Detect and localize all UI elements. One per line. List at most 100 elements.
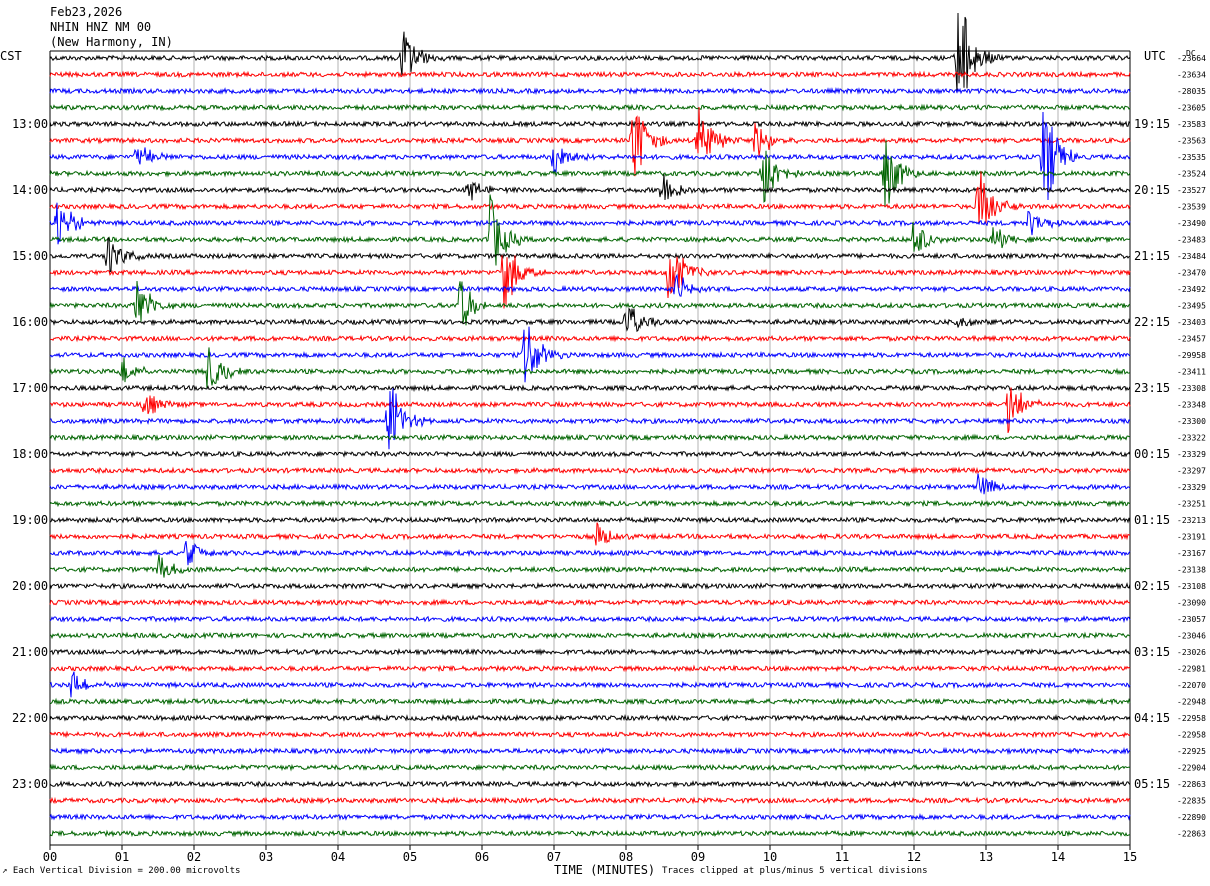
dc-offset-label: -23411 — [1177, 368, 1206, 377]
x-tick-label: 14 — [1051, 850, 1065, 864]
utc-hour-label: 23:15 — [1134, 381, 1170, 395]
dc-offset-label: -22958 — [1177, 731, 1206, 740]
seismic-trace — [49, 273, 1131, 297]
dc-offset-label: -22948 — [1177, 698, 1206, 707]
dc-offset-label: -22070 — [1177, 681, 1206, 690]
x-tick-label: 02 — [187, 850, 201, 864]
dc-offset-label: -22863 — [1177, 830, 1206, 839]
cst-hour-label: 19:00 — [12, 513, 48, 527]
x-tick-label: 09 — [691, 850, 705, 864]
seismic-trace — [49, 812, 1131, 822]
cst-hour-label: 15:00 — [12, 249, 48, 263]
x-tick-label: 06 — [475, 850, 489, 864]
utc-hour-label: 19:15 — [1134, 117, 1170, 131]
cst-hour-label: 22:00 — [12, 711, 48, 725]
utc-hour-label: 20:15 — [1134, 183, 1170, 197]
dc-offset-label: -23308 — [1177, 384, 1206, 393]
seismic-trace — [49, 237, 1130, 273]
dc-offset-label: -22890 — [1177, 813, 1206, 822]
dc-offset-label: -23524 — [1177, 170, 1206, 179]
dc-offset-label: -23535 — [1177, 153, 1206, 162]
x-tick-label: 10 — [763, 850, 777, 864]
dc-offset-label: -22904 — [1177, 764, 1206, 773]
seismic-trace — [49, 598, 1131, 607]
dc-offset-label: -23457 — [1177, 335, 1206, 344]
seismic-trace — [49, 347, 1131, 389]
dc-offset-label: -23605 — [1177, 104, 1206, 113]
x-tick-label: 08 — [619, 850, 633, 864]
seismic-trace — [49, 829, 1131, 838]
dc-offset-label: -23483 — [1177, 236, 1206, 245]
seismic-trace — [49, 473, 1131, 495]
scale-icon: ↗ — [2, 866, 8, 876]
seismic-trace — [49, 466, 1131, 475]
cst-hour-label: 20:00 — [12, 579, 48, 593]
x-tick-label: 15 — [1123, 850, 1137, 864]
seismic-trace — [49, 86, 1131, 96]
seismic-trace — [49, 103, 1131, 112]
seismic-trace — [49, 387, 1131, 433]
dc-offset-label: -23329 — [1177, 450, 1206, 459]
seismic-trace — [49, 664, 1131, 673]
utc-hour-label: 05:15 — [1134, 777, 1170, 791]
seismic-trace — [49, 388, 1131, 450]
x-tick-label: 05 — [403, 850, 417, 864]
x-tick-label: 03 — [259, 850, 273, 864]
seismic-trace — [49, 581, 1131, 590]
dc-offset-label: -22925 — [1177, 747, 1206, 756]
dc-offset-label: -23563 — [1177, 137, 1206, 146]
seismic-trace — [49, 554, 1131, 578]
dc-offset-label: -23634 — [1177, 71, 1206, 80]
seismic-trace — [49, 334, 1131, 343]
seismic-trace — [49, 697, 1131, 706]
seismic-trace — [49, 119, 1131, 129]
seismic-trace — [49, 106, 1131, 177]
dc-offset-label: -23490 — [1177, 219, 1206, 228]
cst-hour-label: 13:00 — [12, 117, 48, 131]
dc-offset-label: -23300 — [1177, 417, 1206, 426]
seismic-trace — [49, 515, 1131, 525]
seismic-trace — [49, 796, 1131, 805]
dc-offset-label: -23026 — [1177, 648, 1206, 657]
seismic-trace — [49, 713, 1131, 723]
seismic-trace — [49, 499, 1131, 508]
scale-note-text: Each Vertical Division = 200.00 microvol… — [12, 866, 241, 876]
seismic-trace — [49, 763, 1131, 772]
dc-offset-label: -23251 — [1177, 500, 1206, 509]
dc-offset-label: -23213 — [1177, 516, 1206, 525]
dc-label: DC — [1186, 49, 1196, 58]
seismic-trace — [49, 433, 1131, 442]
dc-offset-label: -23470 — [1177, 269, 1206, 278]
cst-hour-label: 17:00 — [12, 381, 48, 395]
seismic-trace — [49, 326, 1131, 383]
date-label: Feb23,2026 — [50, 5, 123, 19]
x-tick-label: 04 — [331, 850, 345, 864]
x-tick-label: 12 — [907, 850, 921, 864]
seismic-trace — [49, 540, 1131, 566]
x-tick-label: 13 — [979, 850, 993, 864]
dc-offset-label: -23090 — [1177, 599, 1206, 608]
dc-offset-label: -23167 — [1177, 549, 1206, 558]
dc-offset-label: -23057 — [1177, 615, 1206, 624]
location-label: (New Harmony, IN) — [50, 35, 173, 49]
dc-offset-label: -23583 — [1177, 120, 1206, 129]
dc-offset-label: -23108 — [1177, 582, 1206, 591]
dc-offset-label: -23138 — [1177, 566, 1206, 575]
seismic-trace — [49, 280, 1131, 326]
seismic-trace — [50, 307, 1131, 333]
dc-offset-label: -23191 — [1177, 533, 1206, 542]
seismic-trace — [49, 383, 1131, 393]
dc-offset-label: -23403 — [1177, 318, 1206, 327]
utc-hour-label: 04:15 — [1134, 711, 1170, 725]
seismic-trace — [49, 174, 1131, 201]
seismic-trace — [49, 730, 1131, 739]
seismic-trace — [49, 202, 1131, 245]
seismic-trace — [50, 647, 1131, 657]
seismic-trace — [49, 631, 1131, 640]
seismic-trace — [49, 70, 1131, 79]
dc-offset-label: -23322 — [1177, 434, 1206, 443]
dc-offset-label: -23492 — [1177, 285, 1206, 294]
utc-hour-label: 00:15 — [1134, 447, 1170, 461]
dc-offset-label: -23527 — [1177, 186, 1206, 195]
